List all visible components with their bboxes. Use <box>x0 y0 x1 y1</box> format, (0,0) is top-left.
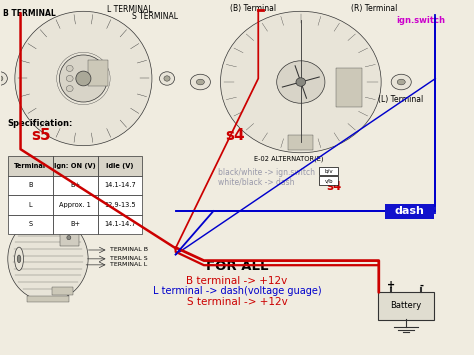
Ellipse shape <box>196 79 204 85</box>
Text: 12.9-13.5: 12.9-13.5 <box>104 202 136 208</box>
Text: B: B <box>28 182 33 189</box>
Ellipse shape <box>67 235 71 240</box>
Ellipse shape <box>17 255 21 263</box>
Text: -: - <box>419 280 423 290</box>
Text: v/b: v/b <box>324 178 333 183</box>
Text: B TERMINAL: B TERMINAL <box>3 9 56 17</box>
Text: (R) Terminal: (R) Terminal <box>351 4 398 13</box>
Ellipse shape <box>296 78 306 86</box>
Text: (B) Terminal: (B) Terminal <box>230 4 276 13</box>
Text: s5: s5 <box>31 129 51 143</box>
FancyBboxPatch shape <box>27 296 69 302</box>
Text: L terminal -> dash(voltage guage): L terminal -> dash(voltage guage) <box>153 286 321 296</box>
Text: B+: B+ <box>70 222 80 227</box>
Ellipse shape <box>0 72 7 85</box>
Text: 14.1-14.7: 14.1-14.7 <box>104 182 136 189</box>
Text: B+: B+ <box>70 182 80 189</box>
Ellipse shape <box>15 247 23 271</box>
FancyBboxPatch shape <box>52 287 73 295</box>
Text: TERMINAL L: TERMINAL L <box>110 262 147 267</box>
Ellipse shape <box>59 55 108 102</box>
Ellipse shape <box>159 72 174 85</box>
Text: Battery: Battery <box>390 301 421 310</box>
Ellipse shape <box>391 74 411 90</box>
Text: 14.1-14.7: 14.1-14.7 <box>104 222 136 227</box>
FancyBboxPatch shape <box>8 215 53 234</box>
Text: S terminal -> +12v: S terminal -> +12v <box>187 297 287 307</box>
Text: L: L <box>28 202 32 208</box>
FancyBboxPatch shape <box>53 195 98 215</box>
Ellipse shape <box>76 71 91 86</box>
FancyBboxPatch shape <box>53 215 98 234</box>
Text: s4: s4 <box>225 129 245 143</box>
Text: (L) Terminal: (L) Terminal <box>378 95 423 104</box>
FancyBboxPatch shape <box>98 176 143 195</box>
Text: S: S <box>28 222 32 227</box>
Text: s4: s4 <box>327 180 342 193</box>
Text: ign.switch: ign.switch <box>396 16 445 24</box>
Text: dash: dash <box>394 207 424 217</box>
FancyBboxPatch shape <box>288 135 313 149</box>
Ellipse shape <box>397 79 405 85</box>
Text: E-02 ALTERNATOR(E): E-02 ALTERNATOR(E) <box>254 155 323 162</box>
Ellipse shape <box>191 74 210 90</box>
FancyBboxPatch shape <box>385 204 434 219</box>
Ellipse shape <box>66 76 73 82</box>
FancyBboxPatch shape <box>89 60 108 86</box>
FancyBboxPatch shape <box>98 195 143 215</box>
Ellipse shape <box>66 86 73 92</box>
Text: TERMINAL S: TERMINAL S <box>110 256 148 261</box>
Ellipse shape <box>15 11 152 146</box>
FancyBboxPatch shape <box>8 195 53 215</box>
Ellipse shape <box>8 217 88 301</box>
FancyBboxPatch shape <box>60 231 79 246</box>
FancyBboxPatch shape <box>98 156 143 176</box>
Text: S TERMINAL: S TERMINAL <box>132 12 178 21</box>
FancyBboxPatch shape <box>319 176 338 185</box>
FancyBboxPatch shape <box>378 292 434 320</box>
Text: b/v: b/v <box>324 168 333 173</box>
Text: L TERMINAL: L TERMINAL <box>107 5 153 14</box>
Text: white/black -> dash: white/black -> dash <box>218 177 295 186</box>
Text: TERMINAL B: TERMINAL B <box>110 247 148 252</box>
FancyBboxPatch shape <box>53 176 98 195</box>
Ellipse shape <box>277 61 325 103</box>
Ellipse shape <box>164 76 170 81</box>
FancyBboxPatch shape <box>319 166 338 175</box>
Text: +: + <box>387 280 395 290</box>
Ellipse shape <box>66 65 73 71</box>
Text: Ign: ON (V): Ign: ON (V) <box>54 163 96 169</box>
Text: FOR ALL: FOR ALL <box>206 260 268 273</box>
FancyBboxPatch shape <box>53 156 98 176</box>
FancyBboxPatch shape <box>8 156 53 176</box>
Ellipse shape <box>0 76 3 81</box>
FancyBboxPatch shape <box>337 67 362 107</box>
Text: black/white -> ign.switch: black/white -> ign.switch <box>218 168 315 177</box>
Text: s6: s6 <box>102 222 119 235</box>
Text: Specification:: Specification: <box>8 119 73 128</box>
Ellipse shape <box>220 11 381 153</box>
Text: B terminal -> +12v: B terminal -> +12v <box>186 276 288 286</box>
FancyBboxPatch shape <box>98 215 143 234</box>
Text: Terminal: Terminal <box>14 163 46 169</box>
Text: Approx. 1: Approx. 1 <box>59 202 91 208</box>
Text: Idle (V): Idle (V) <box>106 163 134 169</box>
FancyBboxPatch shape <box>8 176 53 195</box>
